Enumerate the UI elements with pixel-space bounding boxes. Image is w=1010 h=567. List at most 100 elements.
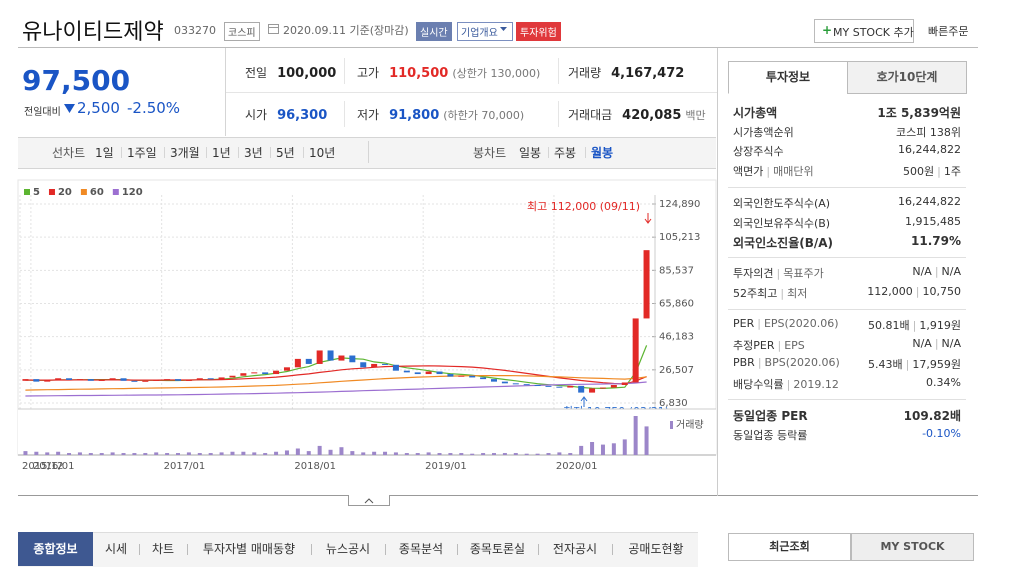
volume-bar: [415, 453, 420, 455]
company-info-dropdown[interactable]: 기업개요: [457, 22, 513, 41]
bottom-tab[interactable]: MY STOCK: [851, 533, 974, 561]
moving-average-line: [25, 381, 647, 397]
my-stock-button[interactable]: + MY STOCK 추가: [814, 19, 914, 43]
chart-tab-bar: [18, 137, 716, 169]
volume-bar: [383, 451, 388, 455]
candle-body: [22, 379, 29, 381]
invest-label: 배당수익률 | 2019.12: [733, 376, 839, 392]
volume-bar: [77, 452, 82, 455]
candle-body: [610, 385, 617, 388]
candle-body: [567, 385, 574, 388]
volume-bar: [502, 453, 507, 455]
low-arrow: [580, 396, 588, 407]
period-tab[interactable]: 1년: [212, 146, 231, 160]
period-tab[interactable]: 1일: [95, 146, 114, 160]
invest-row: 외국인보유주식수(B) 1,915,485: [733, 215, 961, 233]
candle-tab[interactable]: 월봉: [591, 146, 614, 160]
nav-tab[interactable]: 전자공시: [552, 542, 598, 556]
realtime-badge[interactable]: 실시간: [416, 22, 452, 41]
header-divider: [18, 47, 978, 48]
candle-body: [403, 370, 410, 373]
candle-body: [382, 363, 389, 365]
invest-row: 액면가 | 매매단위 500원 | 1주: [733, 163, 961, 181]
summary-label: 거래대금: [568, 108, 613, 122]
label-text: 투자의견: [733, 267, 774, 280]
tab-sep: [121, 147, 122, 158]
volume-bar: [88, 453, 93, 455]
nav-tab[interactable]: 차트: [151, 542, 175, 556]
candle-body: [338, 355, 345, 361]
value-text: N/A: [912, 265, 932, 278]
invest-label: 투자의견 | 목표주가: [733, 265, 824, 281]
candle-body: [294, 358, 301, 368]
period-tab[interactable]: 5년: [276, 146, 295, 160]
x-tick-label: 2019/01: [425, 461, 467, 472]
nav-tab[interactable]: 공매도현황: [628, 542, 684, 556]
nav-sep: [311, 544, 312, 555]
invest-row: 상장주식수 16,244,822: [733, 143, 961, 161]
price-chart: 6,830 26,507 46,183 65,860 85,537 105,213 124,…: [17, 179, 717, 472]
volume-bar: [143, 453, 148, 455]
summary-col-divider: [344, 58, 345, 84]
period-tab[interactable]: 1주일: [127, 146, 157, 160]
quick-order[interactable]: 빠른주문: [928, 25, 969, 38]
x-tick-label: 2020/01: [556, 461, 598, 472]
x-tick-label: 2015/12: [22, 461, 64, 472]
legend-swatch: [48, 189, 55, 195]
separator: |: [905, 358, 910, 371]
volume-bar: [404, 453, 409, 455]
separator: |: [934, 336, 939, 350]
summary-cell: 고가 110,500 (상한가 130,000): [357, 64, 540, 81]
my-stock-text: MY STOCK 추가: [833, 26, 914, 39]
label-text: PBR: [733, 356, 755, 369]
label-text: EPS: [784, 338, 805, 352]
volume-legend-swatch: [670, 421, 673, 429]
invest-row: 외국인소진율(B/A) 11.79%: [733, 234, 961, 252]
candle-tab[interactable]: 일봉: [519, 146, 542, 160]
volume-bar: [306, 451, 311, 455]
volume-bar: [361, 452, 366, 455]
period-tab[interactable]: 10년: [309, 146, 336, 160]
nav-tab[interactable]: 투자자별 매매동향: [202, 542, 296, 556]
invest-label: 시가총액: [733, 104, 777, 121]
summary-col-divider: [558, 58, 559, 84]
candle-tab[interactable]: 주봉: [554, 146, 577, 160]
high-annotation: 최고 112,000 (09/11): [527, 200, 640, 213]
nav-tab[interactable]: 종목분석: [398, 542, 444, 556]
invest-label: 액면가 | 매매단위: [733, 163, 814, 179]
invest-tab[interactable]: 투자정보: [728, 61, 848, 94]
nav-tab[interactable]: 시세: [104, 542, 128, 556]
value-text: N/A: [941, 265, 961, 278]
nav-tab[interactable]: 종목토론실: [469, 542, 526, 556]
bottom-tab[interactable]: 최근조회: [728, 533, 851, 561]
stock-name: 유나이티드제약: [22, 20, 164, 45]
nav-sep: [538, 544, 539, 555]
candle-body: [545, 385, 552, 387]
y-tick-label: 105,213: [659, 232, 700, 243]
invest-label: PER | EPS(2020.06): [733, 317, 839, 330]
volume-bar: [622, 439, 627, 455]
group-divider: [728, 257, 966, 258]
label-text: 2019.12: [793, 377, 839, 391]
period-tab[interactable]: 3개월: [170, 146, 200, 160]
period-tab[interactable]: 3년: [244, 146, 263, 160]
candle-chart-label: 봉차트: [473, 146, 507, 160]
nav-tab[interactable]: 뉴스공시: [325, 542, 371, 556]
label-text: 상장주식수: [733, 145, 784, 158]
risk-badge[interactable]: 투자위험: [516, 22, 561, 41]
candle-body: [501, 381, 508, 384]
volume-bar: [568, 453, 573, 455]
invest-label: 동일업종 등락률: [733, 427, 807, 443]
value-text: 109.82배: [903, 409, 961, 423]
candle-body: [164, 379, 171, 381]
invest-tab[interactable]: 호가10단계: [847, 61, 967, 94]
tab-sep: [585, 147, 586, 158]
legend-label: 20: [58, 187, 72, 198]
nav-tab[interactable]: 종합정보: [18, 532, 93, 566]
collapse-button[interactable]: [348, 495, 390, 506]
legend-swatch: [112, 189, 119, 195]
volume-bar: [165, 453, 170, 455]
stock-code: 033270: [174, 24, 216, 37]
